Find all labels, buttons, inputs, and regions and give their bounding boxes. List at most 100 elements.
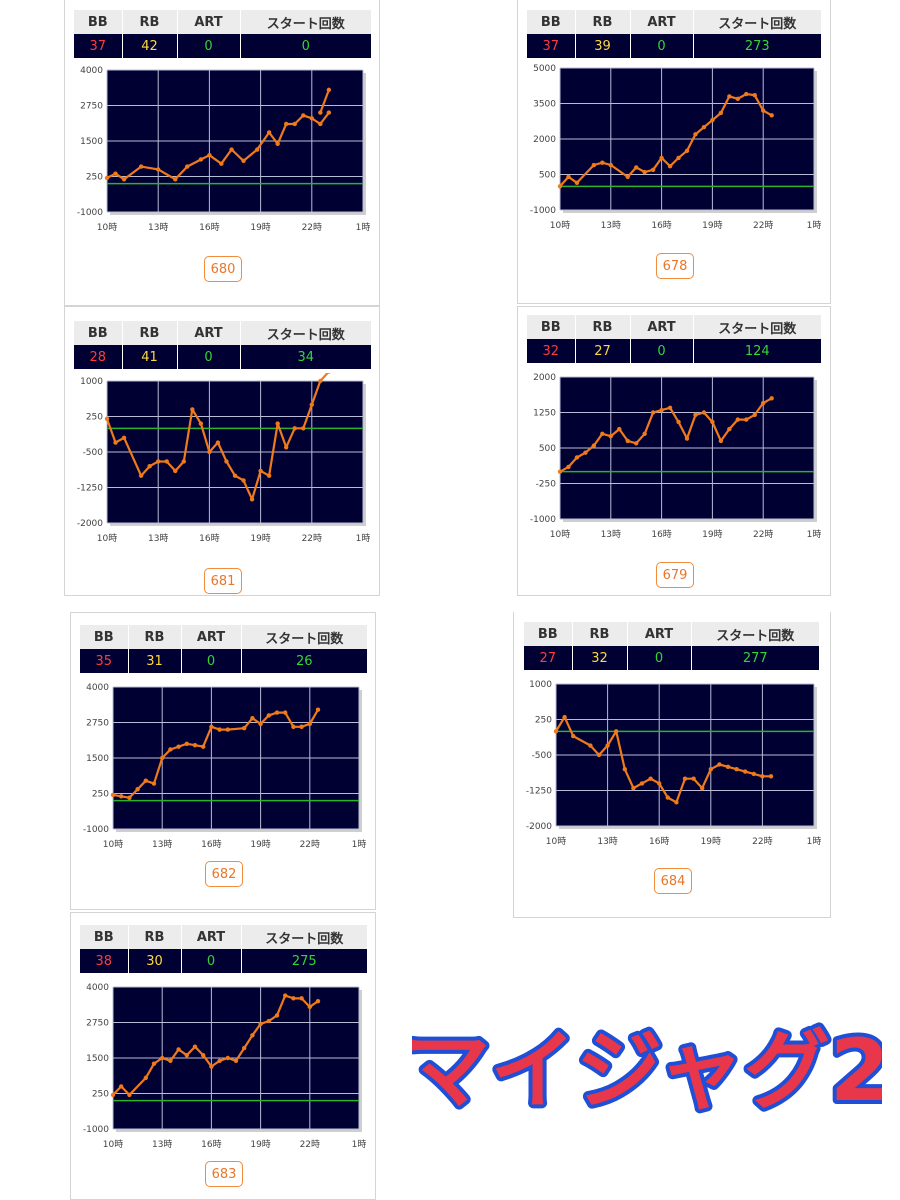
data-point xyxy=(258,1021,263,1027)
start-count-value: 273 xyxy=(693,34,822,58)
data-point xyxy=(225,727,230,732)
y-tick-label: -250 xyxy=(536,480,557,490)
bb-header: BB xyxy=(80,625,129,649)
data-point xyxy=(315,999,321,1004)
y-tick-label: 500 xyxy=(539,171,556,181)
y-tick-label: 2000 xyxy=(533,135,556,145)
rb-header: RB xyxy=(575,10,631,34)
data-point xyxy=(674,800,679,805)
x-tick-label: 1時 xyxy=(352,839,367,850)
start-count-value: 275 xyxy=(241,949,368,973)
machine-number-button[interactable]: 680 xyxy=(204,256,242,282)
y-tick-label: 500 xyxy=(539,444,556,454)
art-header: ART xyxy=(627,622,692,646)
y-tick-label: 1000 xyxy=(80,377,103,387)
data-point xyxy=(292,121,297,127)
data-point xyxy=(614,729,619,734)
data-point xyxy=(242,725,247,731)
rb-value: 31 xyxy=(128,649,182,673)
start-count-header: スタート回数 xyxy=(693,10,822,34)
machine-number-button[interactable]: 683 xyxy=(205,1161,243,1187)
data-point xyxy=(299,996,304,1001)
data-point xyxy=(168,1058,173,1064)
y-tick-label: 1500 xyxy=(86,1054,109,1064)
x-tick-label: 22時 xyxy=(302,222,322,233)
rb-value: 41 xyxy=(122,345,178,369)
data-point xyxy=(760,774,765,779)
x-tick-label: 22時 xyxy=(753,529,773,540)
rb-value: 27 xyxy=(575,339,631,363)
data-point xyxy=(192,1044,198,1049)
y-tick-label: 250 xyxy=(535,716,552,726)
start-count-value: 124 xyxy=(693,339,822,363)
data-point xyxy=(667,164,673,169)
y-tick-label: 250 xyxy=(86,173,103,183)
data-point xyxy=(232,473,238,478)
slump-chart: -1000 250 1500 2750 4000 10時 13時 16時 19時 22時 1時 xyxy=(77,66,371,233)
y-tick-label: 1500 xyxy=(86,754,109,764)
data-point xyxy=(138,164,144,169)
machine-panel-683: BB RB ART スタート回数 38 30 0 275 -1000 250 1500 2750 4… xyxy=(70,912,376,1200)
machine-number-button[interactable]: 681 xyxy=(204,568,242,594)
y-tick-label: 1000 xyxy=(529,680,552,690)
y-tick-label: -2000 xyxy=(77,519,103,529)
data-point xyxy=(192,743,198,748)
x-tick-label: 19時 xyxy=(250,839,270,850)
data-point xyxy=(744,417,749,422)
data-point xyxy=(160,755,165,761)
machine-number-button[interactable]: 678 xyxy=(656,253,694,279)
art-header: ART xyxy=(177,10,241,34)
data-point xyxy=(657,781,662,786)
bb-header: BB xyxy=(74,321,123,345)
data-point xyxy=(164,459,169,464)
data-point xyxy=(151,1061,157,1066)
data-point xyxy=(708,767,713,772)
data-point xyxy=(676,155,681,161)
data-point xyxy=(718,110,724,116)
data-point xyxy=(327,373,331,374)
slump-chart: -1000 -250 500 1250 2000 10時 13時 16時 19時 22時 1時 xyxy=(530,373,822,540)
x-tick-label: 10時 xyxy=(546,836,566,847)
x-tick-label: 22時 xyxy=(752,836,772,847)
data-point xyxy=(600,160,605,165)
data-point xyxy=(176,1047,181,1052)
data-point xyxy=(254,147,260,152)
machine-number-button[interactable]: 684 xyxy=(654,868,692,894)
y-tick-label: 2750 xyxy=(86,719,109,729)
bb-header: BB xyxy=(524,622,573,646)
x-tick-label: 22時 xyxy=(302,533,322,544)
data-point xyxy=(275,421,280,426)
data-point xyxy=(121,177,127,182)
machine-number-button[interactable]: 679 xyxy=(656,562,694,588)
data-point xyxy=(684,148,690,154)
data-point xyxy=(735,96,740,101)
rb-header: RB xyxy=(575,315,631,339)
machine-panel-680: BB RB ART スタート回数 37 42 0 0 -1000 250 1500 2750 400… xyxy=(64,0,380,306)
data-point xyxy=(284,121,289,127)
y-tick-label: -1000 xyxy=(530,515,556,525)
data-point xyxy=(173,177,178,182)
rb-value: 30 xyxy=(128,949,182,973)
x-tick-label: 13時 xyxy=(152,839,172,850)
data-point xyxy=(659,407,664,413)
start-count-value: 277 xyxy=(691,646,820,670)
data-point xyxy=(121,435,127,440)
x-tick-label: 19時 xyxy=(250,222,270,233)
data-point xyxy=(241,478,246,483)
x-tick-label: 1時 xyxy=(807,836,822,847)
y-tick-label: -1000 xyxy=(530,206,556,216)
y-tick-label: -1000 xyxy=(77,208,103,218)
data-point xyxy=(198,421,204,426)
data-point xyxy=(201,1052,206,1058)
x-tick-label: 13時 xyxy=(148,222,168,233)
y-tick-label: 250 xyxy=(92,1090,109,1100)
data-point xyxy=(184,741,189,746)
x-tick-label: 10時 xyxy=(103,839,123,850)
data-point xyxy=(119,1084,124,1089)
rb-value: 42 xyxy=(122,34,178,58)
data-point xyxy=(693,412,698,418)
data-point xyxy=(143,1075,148,1081)
data-point xyxy=(127,795,132,800)
y-tick-label: -500 xyxy=(83,448,104,458)
machine-number-button[interactable]: 682 xyxy=(205,861,243,887)
